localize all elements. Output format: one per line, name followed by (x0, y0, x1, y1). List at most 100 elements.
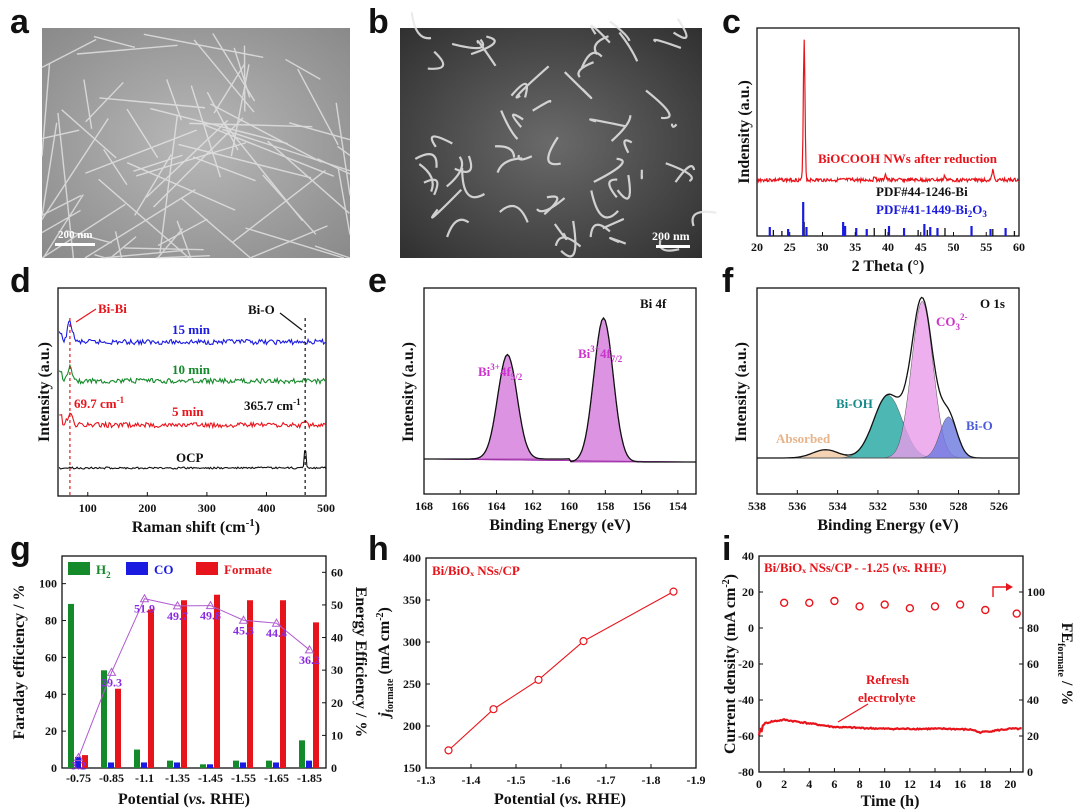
ee-value-label: 3.2 (71, 759, 86, 773)
xrd-red-trace (756, 39, 1019, 185)
xps-bi4f-chart: 168 166 164 162 160 158 156 154 Bi 4f Bi3+4f5/2… (400, 287, 697, 534)
nanowire (285, 58, 321, 80)
nanosheet (580, 51, 603, 69)
raman-10min-label: 10 min (172, 362, 211, 377)
nanosheet (494, 145, 516, 158)
nanosheet (658, 239, 680, 252)
h-xtick-label: -1.7 (597, 773, 616, 787)
nanosheet (461, 167, 486, 199)
xrd-tick-label: 30 (817, 240, 829, 254)
bi4f-ylabel: Intensity (a.u.) (400, 342, 417, 442)
o1s-tick-label: 534 (829, 499, 847, 513)
nanowire (155, 254, 210, 259)
o1s-tick-label: 536 (788, 499, 806, 513)
h-xtick-label: -1.3 (417, 773, 436, 787)
i-xtick-label: 18 (979, 777, 991, 791)
xrd-xlabel: 2 Theta (°) (852, 258, 925, 275)
g-legend: H2 CO Formate (68, 562, 272, 580)
jformate-line (448, 591, 674, 751)
o1s-title: O 1s (980, 296, 1005, 311)
nanowire (245, 227, 345, 259)
i-xtick-label: 20 (1004, 777, 1016, 791)
nanowire (249, 225, 328, 259)
stability-chart: 0 2 4 6 8 10 12 14 16 18 20 -80 -60 -40 -20 0 20 40 0 20 40 6… (721, 549, 1075, 810)
bi4f-tick-label: 166 (451, 499, 469, 513)
bi4f-tick-label: 158 (596, 499, 614, 513)
i-xtick-label: 8 (857, 777, 863, 791)
fe-point (830, 596, 839, 606)
raman-chart: 100 200 300 400 500 Bi-Bi Bi-O 69.7 cm-1 365… (36, 287, 335, 536)
nanosheet (577, 61, 594, 78)
ee-value-label: 49.7 (167, 609, 188, 623)
nanosheet (532, 99, 552, 112)
i-y2tick-label: 40 (1027, 693, 1039, 707)
nanowire (42, 194, 84, 259)
fe-point (1012, 609, 1021, 618)
xrd-tick-label: 20 (751, 240, 763, 254)
panel-letter-i: i (722, 530, 731, 568)
bi4f-tick-label: 160 (560, 499, 578, 513)
fe-bar (141, 762, 147, 768)
legend-co: CO (154, 562, 174, 577)
nanowire (103, 148, 128, 186)
h-xtick-label: -1.4 (462, 773, 481, 787)
nanosheet (616, 174, 631, 200)
nanowire (204, 124, 335, 177)
g-cat-label: -1.85 (297, 771, 322, 785)
nanosheet (414, 153, 438, 168)
raman-bio-label: Bi-O (248, 302, 275, 317)
xrd-tick-label: 50 (948, 240, 960, 254)
fe-bar (266, 760, 272, 768)
g-ytick-label: 80 (45, 614, 57, 628)
nanosheet (653, 38, 682, 50)
panel-letter-h: h (368, 530, 389, 568)
jformate-point (669, 587, 678, 596)
ee-marker (205, 600, 216, 610)
nanowire (41, 118, 109, 220)
fe-bar (108, 762, 114, 768)
panel-letter-b: b (368, 3, 389, 41)
nanowire (289, 122, 351, 141)
nanosheet (589, 118, 626, 128)
nanowire (98, 178, 190, 259)
fe-bar (134, 749, 140, 768)
nanowire (178, 143, 312, 179)
nanosheet (623, 139, 633, 154)
nanowire (84, 189, 196, 259)
fe-bar (115, 688, 121, 768)
raman-peak2-label: 365.7 cm-1 (244, 397, 301, 413)
xrd-tick-label: 60 (1013, 240, 1025, 254)
nanosheet (511, 113, 524, 128)
raman-tick-label: 500 (317, 501, 335, 515)
g-y2tick-label: 60 (331, 565, 343, 579)
nanosheet (410, 12, 432, 40)
i-ytick-label: -20 (738, 657, 754, 671)
nanosheet (589, 223, 611, 238)
panel-letter-c: c (722, 3, 741, 41)
xrd-ylabel: Indensity (a.u.) (736, 80, 753, 184)
bi4f72-label: Bi3+4f7/2 (578, 344, 623, 364)
co3-label: CO32- (936, 312, 968, 332)
bi4f-xlabel: Binding Energy (eV) (489, 517, 630, 534)
g-y2tick-label: 30 (331, 663, 343, 677)
nanowire (317, 158, 351, 175)
i-y2tick-label: 60 (1027, 657, 1039, 671)
i-y2tick-label: 20 (1027, 729, 1039, 743)
o1s-tick-label: 528 (950, 499, 968, 513)
h-ytick-label: 200 (403, 719, 421, 733)
raman-tick-label: 200 (138, 501, 156, 515)
nanowire (41, 38, 97, 69)
o1s-ylabel: Intensity (a.u.) (733, 342, 750, 442)
h-xtick-label: -1.5 (507, 773, 526, 787)
raman-tick-label: 400 (257, 501, 275, 515)
i-xtick-label: 12 (904, 777, 916, 791)
fe-bar (200, 764, 206, 768)
fe-bar (299, 740, 305, 768)
fe-point (981, 605, 990, 615)
fe-bar (280, 600, 286, 768)
i-xtick-label: 4 (806, 777, 812, 791)
nanowire (206, 91, 239, 151)
nanowire (193, 39, 255, 113)
raman-ylabel: Intensity (a.u.) (36, 342, 53, 442)
